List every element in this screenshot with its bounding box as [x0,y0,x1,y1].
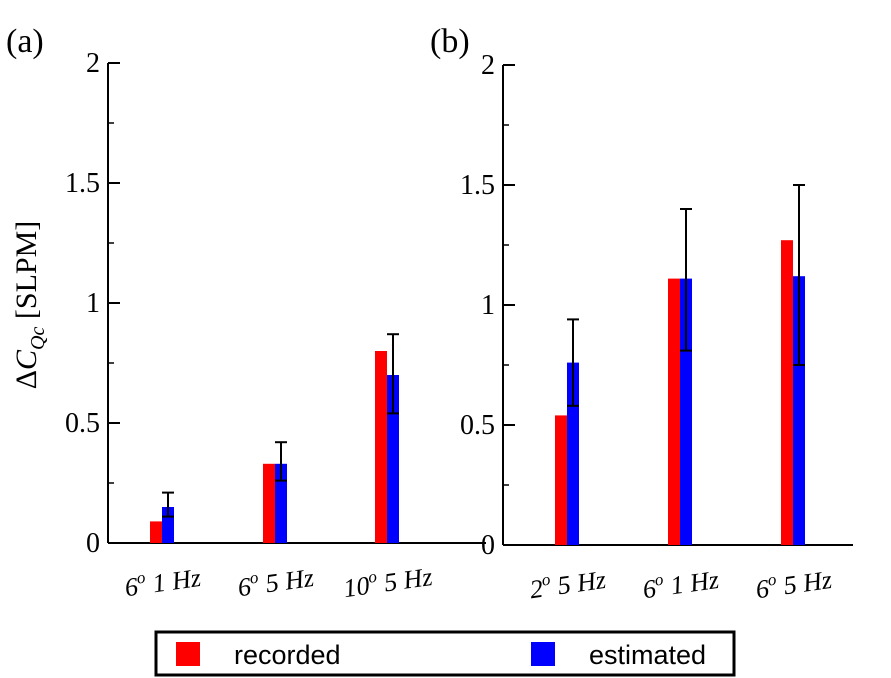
y-tick-label: 0 [481,530,495,561]
panel-b: 0 0.5 1 1.5 2 2o 5 Hz 6o 1 Hz 6o 5 Hz [460,50,853,604]
bar-estimated [387,375,399,543]
x-category-label: 6o 1 Hz [123,560,203,602]
y-tick-label: 1 [86,288,100,319]
bar-estimated [793,276,805,545]
legend-label-estimated: estimated [589,640,706,670]
legend-box [154,630,736,677]
x-category-label: 6o 5 Hz [236,560,316,602]
y-tick-label: 2 [481,50,495,81]
y-tick-label: 0.5 [65,408,100,439]
y-axis-label: ΔCQc [SLPM] [10,221,49,390]
bar-recorded [375,351,387,543]
bar-recorded [150,521,162,543]
y-tick-label: 1.5 [65,168,100,199]
panel-label-a: (a) [6,23,44,60]
bar-estimated [275,463,287,543]
bar-recorded [555,415,567,545]
x-category-label: 10o 5 Hz [341,559,434,603]
bar-estimated [567,362,579,545]
y-tick-label: 1.5 [460,170,495,201]
y-tick-label: 1 [481,290,495,321]
bar-recorded [781,240,793,545]
bar-estimated [680,278,692,545]
bar-recorded [668,278,680,545]
bar-recorded [263,463,275,543]
panel-a: 0 0.5 1 1.5 2 6o 1 Hz 6o 5 Hz 10o 5 Hz [65,48,486,603]
panel-label-b: (b) [430,23,470,60]
y-tick-label: 0.5 [460,410,495,441]
x-category-label: 6o 5 Hz [754,562,834,604]
legend-label-recorded: recorded [234,640,341,670]
y-tick-label: 0 [86,528,100,559]
y-tick-label: 2 [86,48,100,79]
x-category-label: 2o 5 Hz [528,562,608,604]
legend: recorded estimated [154,630,736,677]
x-category-label: 6o 1 Hz [641,562,721,604]
legend-swatch-estimated [531,642,555,666]
legend-swatch-recorded [176,642,200,666]
